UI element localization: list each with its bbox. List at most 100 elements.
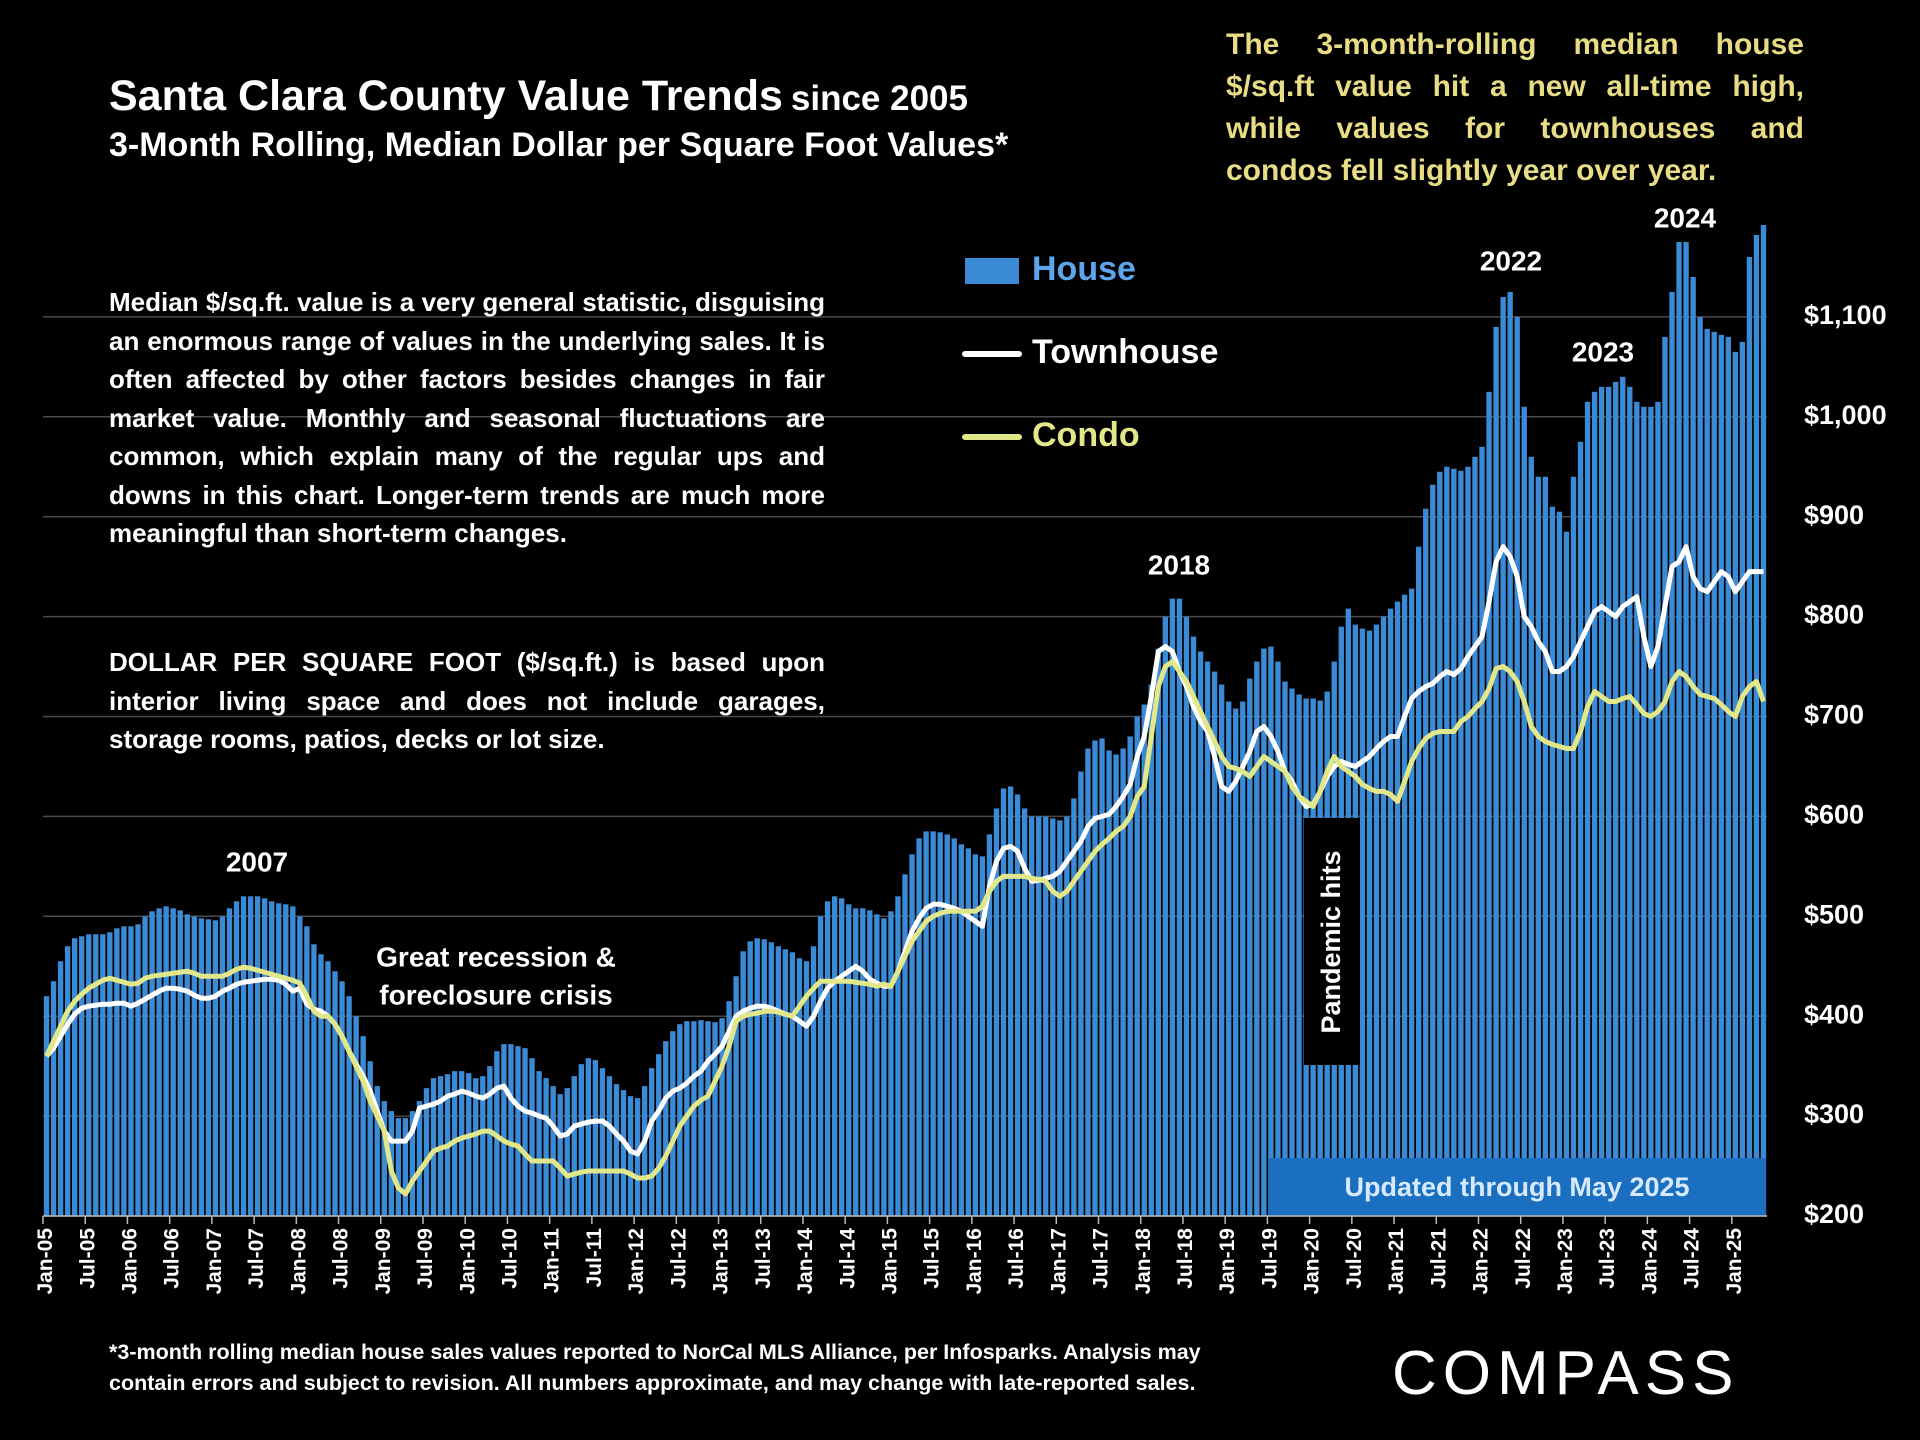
x-tick-label: Jul-24 (1681, 1228, 1704, 1289)
bar (184, 914, 190, 1216)
chart-subtitle: 3-Month Rolling, Median Dollar per Squar… (109, 126, 1009, 164)
bar (656, 1054, 662, 1216)
x-tick-label: Jan-22 (1470, 1228, 1493, 1295)
bar (564, 1088, 570, 1216)
bar (480, 1076, 486, 1216)
updated-box (1269, 1158, 1766, 1216)
line (44, 659, 1766, 1197)
bar (641, 1086, 648, 1216)
bar (466, 1073, 472, 1216)
bar (177, 910, 183, 1216)
y-tick-label: $800 (1804, 600, 1864, 630)
bar (712, 1022, 718, 1216)
bar (1549, 506, 1556, 1217)
bar (1064, 816, 1070, 1216)
bar (1289, 688, 1295, 1216)
bar (325, 961, 331, 1216)
bar (121, 926, 127, 1216)
bar (895, 896, 901, 1216)
legend-label: Townhouse (1032, 333, 1218, 371)
bar (1204, 661, 1211, 1216)
bar (198, 918, 205, 1216)
bar (508, 1044, 514, 1216)
bar (1120, 748, 1126, 1216)
bar (459, 1071, 465, 1216)
bar (620, 1090, 627, 1216)
bar (888, 911, 894, 1216)
bar (1036, 816, 1042, 1216)
bar (1127, 736, 1133, 1216)
bar (142, 916, 148, 1216)
bar (796, 958, 803, 1216)
bar (754, 938, 760, 1216)
y-tick-label: $500 (1804, 899, 1864, 929)
x-tick-label: Jul-18 (1174, 1228, 1197, 1289)
bar (149, 911, 155, 1216)
bar (269, 901, 275, 1216)
bar (135, 924, 141, 1216)
bar (1493, 326, 1499, 1216)
x-tick-label: Jan-13 (710, 1228, 733, 1295)
bar (332, 971, 338, 1216)
bar (958, 844, 964, 1216)
bar (1071, 798, 1077, 1216)
bar (254, 896, 261, 1216)
bar (43, 996, 50, 1216)
bar (1099, 738, 1105, 1216)
bar (599, 1068, 606, 1216)
bar (170, 908, 176, 1216)
bar (1486, 391, 1492, 1216)
bar (634, 1098, 641, 1216)
bar (726, 1001, 732, 1216)
bar (670, 1031, 676, 1216)
bar (1598, 386, 1605, 1217)
chart-title: Santa Clara County Value Trends (109, 72, 783, 120)
bar (951, 838, 957, 1216)
x-tick-label: Jul-08 (330, 1228, 353, 1289)
bar (1043, 816, 1049, 1216)
bar (1028, 816, 1035, 1216)
bar (1542, 476, 1549, 1216)
bar (606, 1076, 613, 1216)
bar (1106, 750, 1112, 1216)
bar (1746, 256, 1753, 1217)
x-tick-label: Jul-19 (1258, 1228, 1281, 1289)
bar (93, 934, 99, 1216)
bar (395, 1118, 402, 1216)
callout: The 3-month-rolling median house $/sq.ft… (1226, 28, 1804, 187)
bar (107, 932, 113, 1216)
bar (1275, 661, 1281, 1216)
bar (473, 1078, 479, 1216)
x-tick-label: Jul-14 (836, 1228, 859, 1289)
bar (423, 1088, 430, 1216)
bar (402, 1118, 409, 1216)
bar (1507, 291, 1513, 1216)
bar (1605, 386, 1612, 1217)
x-tick-label: Jan-09 (372, 1228, 395, 1295)
bar (1387, 608, 1394, 1216)
bar (1268, 646, 1274, 1216)
bar (1760, 224, 1767, 1216)
x-tick-label: Jul-20 (1343, 1228, 1366, 1289)
bar (902, 874, 908, 1216)
x-tick-label: Jan-20 (1301, 1228, 1324, 1295)
bar (789, 952, 796, 1216)
bar (1739, 341, 1746, 1216)
bar (1676, 241, 1682, 1217)
bar (360, 1036, 366, 1216)
bar (627, 1096, 634, 1216)
bar (1134, 716, 1140, 1216)
bar (1690, 276, 1696, 1216)
bar (339, 981, 345, 1216)
bar (1711, 331, 1717, 1216)
note: Median $/sq.ft. value is a very general … (109, 287, 825, 548)
bar (1563, 531, 1570, 1216)
x-tick-label: Jan-16 (963, 1228, 986, 1295)
bar (1014, 794, 1021, 1216)
bar (409, 1111, 416, 1216)
bar (1570, 476, 1577, 1216)
bar (219, 916, 226, 1216)
bar (1197, 651, 1204, 1216)
bar (1366, 630, 1373, 1216)
bar (853, 908, 859, 1216)
